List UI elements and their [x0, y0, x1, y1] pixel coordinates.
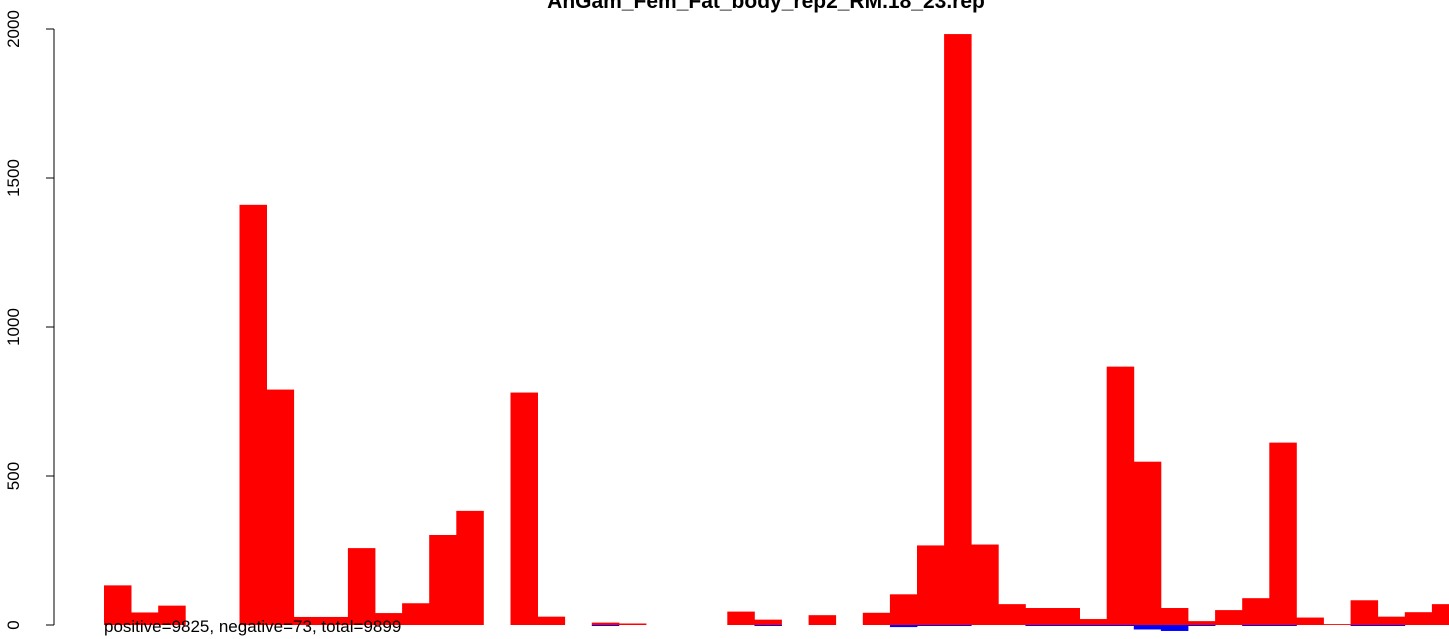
- positive-bar: [1188, 621, 1216, 625]
- positive-bars: [104, 34, 1449, 625]
- y-axis: 0 500 1000 1500 2000: [4, 10, 55, 630]
- negative-bar: [591, 625, 620, 626]
- positive-bar: [1404, 612, 1433, 625]
- y-tick-label: 0: [4, 620, 23, 629]
- negative-bar: [1377, 625, 1406, 626]
- positive-bar: [727, 611, 755, 625]
- positive-bar: [1350, 600, 1379, 625]
- positive-bar: [1025, 608, 1053, 625]
- negative-bar: [1350, 625, 1379, 626]
- positive-bar: [1133, 461, 1162, 625]
- negative-bar: [1269, 625, 1297, 626]
- negative-bar: [1188, 625, 1216, 626]
- negative-bar: [889, 625, 918, 628]
- positive-bar: [889, 594, 918, 625]
- positive-bar: [266, 389, 295, 625]
- positive-bar: [618, 623, 647, 625]
- negative-bar: [1052, 625, 1080, 626]
- negative-bar: [944, 625, 972, 626]
- negative-bar: [1242, 625, 1270, 626]
- positive-bar: [1323, 624, 1351, 625]
- negative-bar: [917, 625, 945, 626]
- negative-bar: [754, 625, 782, 626]
- positive-bar: [754, 619, 782, 625]
- positive-bar: [971, 544, 999, 625]
- y-tick-label: 500: [4, 462, 23, 490]
- positive-bar: [510, 392, 538, 625]
- chart-title: AnGam_Fem_Fat_body_rep2_RM.18_23.rep: [547, 0, 985, 13]
- positive-bar: [1377, 616, 1406, 625]
- positive-bar: [591, 622, 620, 625]
- positive-bar: [1106, 366, 1135, 625]
- positive-bar: [293, 616, 322, 625]
- negative-bar: [1160, 625, 1189, 631]
- y-tick-label: 1500: [4, 159, 23, 197]
- positive-bar: [998, 604, 1026, 625]
- positive-bar: [1242, 598, 1270, 625]
- positive-bar: [158, 605, 186, 625]
- negative-bar: [1025, 625, 1053, 626]
- positive-bar: [347, 548, 376, 625]
- positive-bar: [1052, 608, 1080, 625]
- positive-bar: [944, 34, 972, 625]
- positive-bar: [429, 535, 457, 625]
- positive-bar: [375, 613, 403, 625]
- positive-bar: [239, 204, 267, 625]
- positive-bar: [808, 615, 837, 625]
- y-tick-label: 2000: [4, 10, 23, 48]
- positive-bar: [131, 612, 159, 625]
- negative-bar: [1106, 625, 1135, 626]
- positive-bar: [1269, 442, 1297, 625]
- positive-bar: [320, 616, 349, 625]
- positive-bar: [456, 510, 484, 625]
- positive-bar: [917, 545, 945, 625]
- positive-bar: [1431, 604, 1449, 625]
- positive-bar: [1079, 619, 1108, 625]
- positive-bar: [1160, 608, 1189, 625]
- positive-bar: [402, 603, 430, 625]
- y-tick-label: 1000: [4, 308, 23, 346]
- negative-bars: [591, 625, 1406, 631]
- positive-bar: [537, 616, 566, 625]
- negative-bar: [1079, 625, 1108, 626]
- positive-bar: [104, 585, 132, 625]
- counts-annotation: positive=9825, negative=73, total=9899: [104, 617, 401, 636]
- positive-bar: [862, 612, 891, 625]
- positive-bar: [1215, 610, 1243, 625]
- positive-bar: [1296, 617, 1324, 625]
- negative-bar: [1133, 625, 1162, 630]
